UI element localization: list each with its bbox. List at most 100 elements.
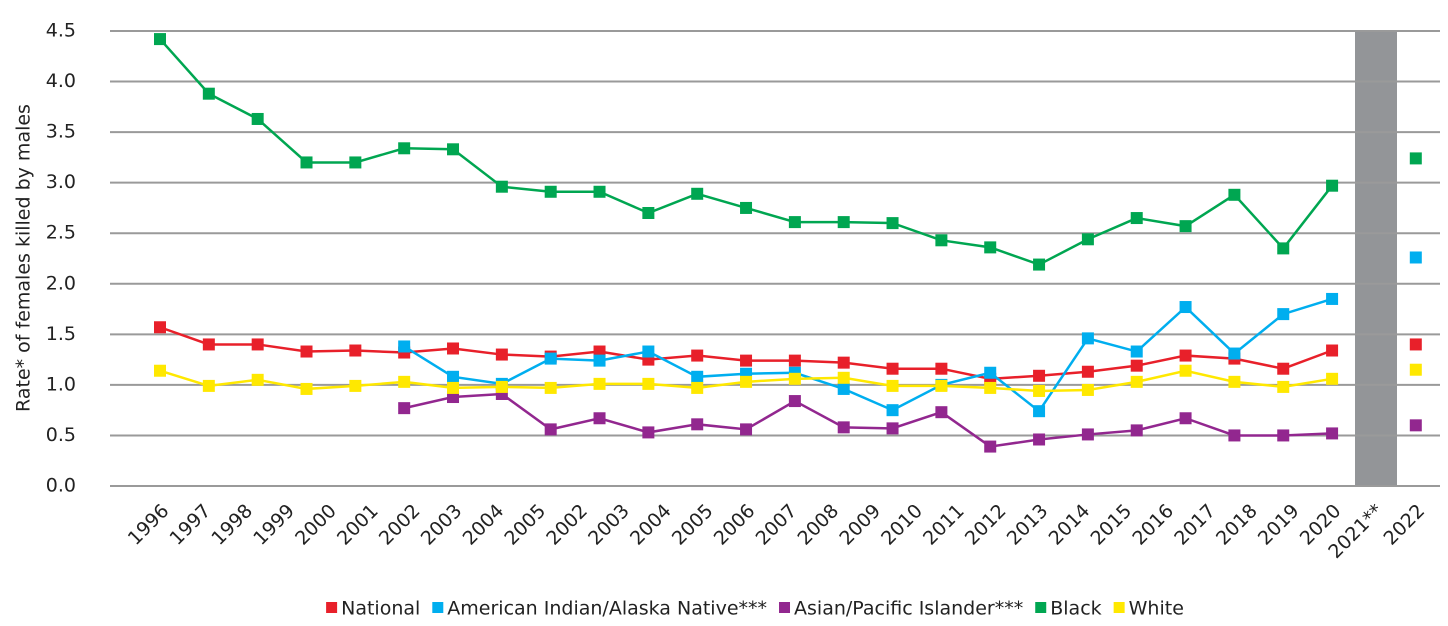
x-tick-label: 2002 — [375, 500, 425, 550]
data-point — [544, 185, 557, 198]
data-point — [1179, 349, 1192, 362]
legend-swatch — [1035, 602, 1047, 613]
x-tick-label: 1996 — [124, 500, 174, 550]
x-tick-label: 2002 — [542, 500, 592, 550]
data-point — [202, 338, 215, 351]
legend-swatch — [1113, 602, 1125, 613]
x-tick-label: 1998 — [207, 500, 257, 550]
data-point — [1081, 383, 1094, 396]
data-point — [788, 216, 801, 229]
y-tick-label: 2.5 — [46, 222, 76, 244]
x-tick-label: 2010 — [877, 500, 927, 550]
data-point — [593, 377, 606, 390]
data-point — [1228, 429, 1241, 442]
data-point — [349, 344, 362, 357]
data-point — [935, 379, 948, 392]
data-point — [593, 412, 606, 425]
data-point — [984, 381, 997, 394]
data-point — [1179, 220, 1192, 233]
data-point — [837, 216, 850, 229]
x-tick-label: 2005 — [500, 500, 550, 550]
data-point — [544, 352, 557, 365]
data-point — [740, 201, 753, 214]
data-point — [935, 234, 948, 247]
x-tick-label: 2005 — [668, 500, 718, 550]
y-tick-label: 0.5 — [46, 424, 76, 446]
legend-label: American Indian/Alaska Native*** — [447, 598, 767, 620]
data-point — [495, 380, 508, 393]
data-point — [398, 375, 411, 388]
data-point — [154, 321, 166, 334]
data-point — [1033, 405, 1046, 418]
x-tick-label: 2000 — [291, 500, 341, 550]
data-point — [984, 440, 997, 453]
data-point — [1130, 345, 1143, 358]
data-point — [1409, 419, 1422, 432]
x-tick-label: 2009 — [835, 500, 885, 550]
data-point — [495, 348, 508, 361]
data-point — [1081, 332, 1094, 345]
data-point — [837, 356, 850, 369]
data-point — [691, 381, 704, 394]
x-tick-label: 1999 — [249, 500, 299, 550]
data-point — [1326, 427, 1339, 440]
data-point — [788, 395, 801, 408]
data-point — [1409, 338, 1422, 351]
data-point — [691, 418, 704, 431]
x-tick-label: 2004 — [459, 500, 509, 550]
data-point — [837, 421, 850, 434]
data-point — [984, 366, 997, 379]
data-point — [154, 364, 166, 377]
data-point — [984, 241, 997, 254]
data-point — [447, 342, 460, 355]
data-point — [1033, 433, 1046, 446]
x-tick-label: 2013 — [1003, 500, 1053, 550]
data-point — [1179, 412, 1192, 425]
data-point — [1130, 212, 1143, 225]
data-point — [935, 406, 948, 419]
x-tick-label: 2001 — [333, 500, 383, 550]
x-tick-label: 2022 — [1379, 500, 1429, 550]
y-tick-label: 1.0 — [46, 373, 76, 395]
data-point — [251, 373, 264, 386]
data-point — [202, 87, 215, 100]
series-line — [403, 392, 1333, 448]
data-point — [447, 370, 460, 383]
data-point — [447, 143, 460, 156]
data-point — [1130, 424, 1143, 437]
data-point — [1326, 372, 1339, 385]
data-point — [202, 379, 215, 392]
data-point — [1326, 292, 1339, 305]
legend-swatch — [779, 602, 791, 613]
x-tick-label: 2014 — [1045, 500, 1095, 550]
data-point — [1277, 380, 1290, 393]
data-point — [837, 382, 850, 395]
data-point — [1033, 369, 1046, 382]
data-point — [1277, 308, 1290, 321]
y-tick-label: 3.0 — [46, 171, 76, 193]
data-point — [642, 426, 655, 439]
data-point — [886, 379, 899, 392]
data-point — [349, 379, 362, 392]
legend-label: Asian/Pacific Islander*** — [794, 598, 1023, 620]
x-tick-label: 2007 — [752, 500, 802, 550]
y-tick-label: 2.0 — [46, 272, 76, 294]
data-point — [398, 340, 411, 353]
x-tick-label: 2003 — [417, 500, 467, 550]
data-point — [300, 345, 313, 358]
data-point — [1409, 251, 1422, 264]
y-tick-label: 4.5 — [46, 20, 76, 42]
y-tick-label: 0.0 — [46, 475, 76, 497]
data-point — [1130, 359, 1143, 372]
data-point — [691, 349, 704, 362]
series-line — [403, 297, 1333, 413]
series-line — [159, 38, 1334, 266]
data-point — [349, 156, 362, 169]
data-point — [1277, 429, 1290, 442]
data-point — [886, 362, 899, 375]
legend-label: Black — [1050, 598, 1101, 620]
data-point — [886, 422, 899, 435]
data-point — [1409, 363, 1422, 376]
y-tick-label: 3.5 — [46, 121, 76, 143]
